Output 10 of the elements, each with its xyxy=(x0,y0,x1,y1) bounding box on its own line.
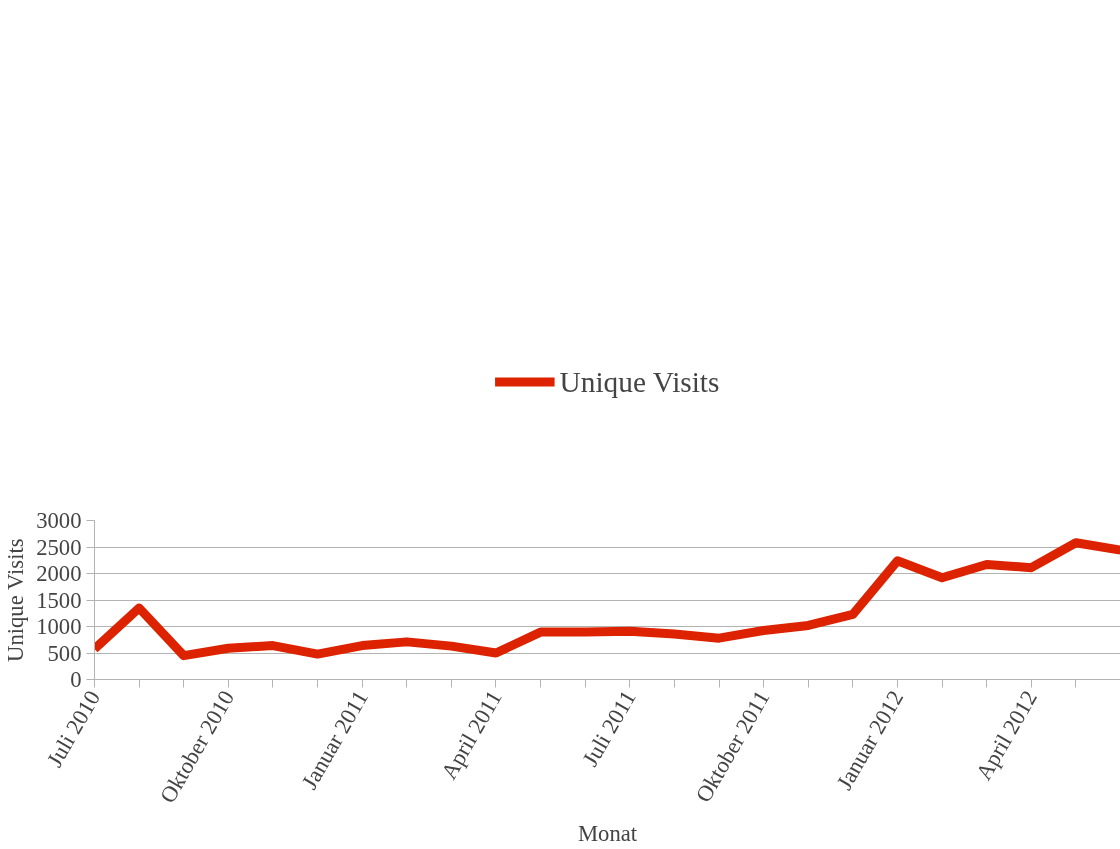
y-tick-label: 1500 xyxy=(36,587,82,613)
y-tick-label: 1000 xyxy=(36,614,82,639)
y-tick-label: 500 xyxy=(47,640,82,666)
y-tick-label: 2000 xyxy=(36,561,82,586)
y-tick-label: 3000 xyxy=(36,508,82,533)
y-tick-label: 0 xyxy=(70,667,82,692)
y-tick-label: 2500 xyxy=(36,534,82,560)
y-axis-title: Unique Visits xyxy=(3,538,29,662)
x-axis-title: Monat xyxy=(577,821,638,847)
legend-label: Unique Visits xyxy=(559,365,720,399)
